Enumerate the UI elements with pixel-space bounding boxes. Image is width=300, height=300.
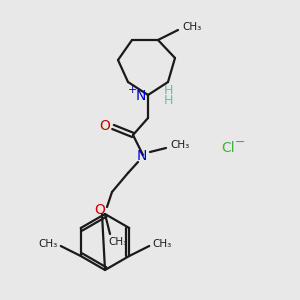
Text: CH₃: CH₃ — [170, 140, 190, 150]
Text: H: H — [163, 83, 173, 97]
Text: O: O — [94, 203, 105, 217]
Text: CH₃: CH₃ — [108, 237, 128, 247]
Text: CH₃: CH₃ — [182, 22, 202, 32]
Text: CH₃: CH₃ — [153, 239, 172, 249]
Text: −: − — [235, 136, 245, 148]
Text: CH₃: CH₃ — [38, 239, 57, 249]
Text: N: N — [137, 149, 147, 163]
Text: +: + — [127, 85, 137, 95]
Text: N: N — [136, 89, 146, 103]
Text: H: H — [163, 94, 173, 106]
Text: O: O — [100, 119, 110, 133]
Text: Cl: Cl — [221, 141, 235, 155]
